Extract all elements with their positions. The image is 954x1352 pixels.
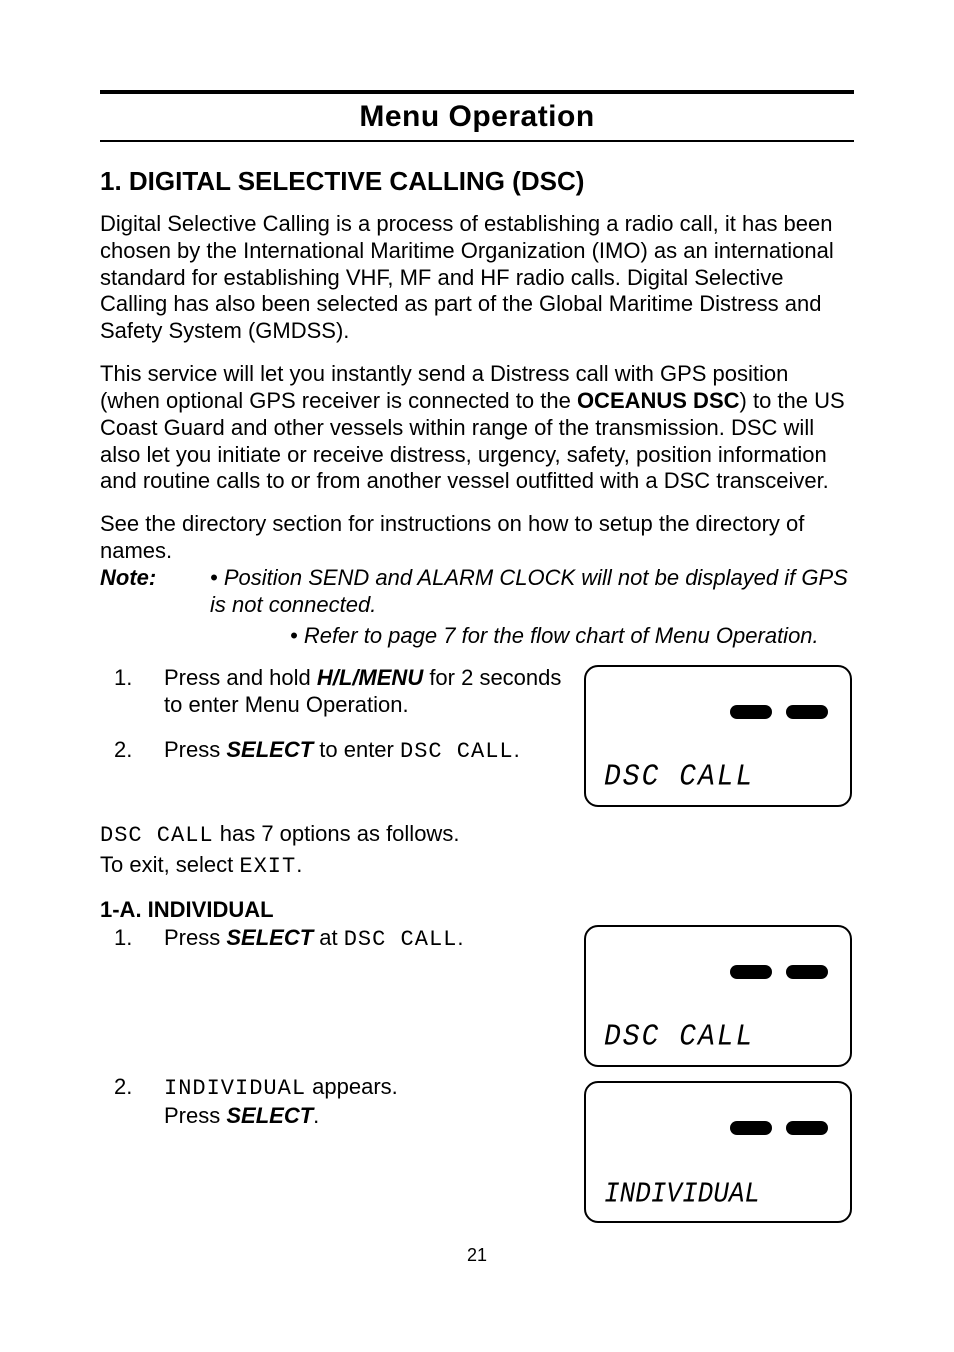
para2-bold-oceanus: OCEANUS DSC xyxy=(577,388,740,413)
lcd-display-1: DSC CALL xyxy=(584,665,852,807)
exit-lcd: EXIT xyxy=(239,854,296,879)
subhead-1a: 1-A. INDIVIDUAL xyxy=(100,897,854,923)
lcd-bars-icon xyxy=(730,965,828,979)
sa-step1-bold: SELECT xyxy=(226,925,313,950)
sa-step1-num: 1. xyxy=(100,925,164,954)
paragraph-3: See the directory section for instructio… xyxy=(100,511,854,565)
lcd-display-2: DSC CALL xyxy=(584,925,852,1067)
paragraph-1: Digital Selective Calling is a process o… xyxy=(100,211,854,345)
sa-step1-body: Press SELECT at DSC CALL. xyxy=(164,925,568,954)
paragraph-2: This service will let you instantly send… xyxy=(100,361,854,495)
sa-step-2: 2. INDIVIDUAL appears. Press SELECT. xyxy=(100,1074,568,1130)
note-body-2: • Refer to page 7 for the flow chart of … xyxy=(290,623,854,650)
note-row-1: Note: • Position SEND and ALARM CLOCK wi… xyxy=(100,565,854,619)
lcd-bar-icon xyxy=(730,965,772,979)
step-1-body: Press and hold H/L/MENU for 2 seconds to… xyxy=(164,665,568,719)
sa-step2-bold: SELECT xyxy=(226,1103,313,1128)
steps-block-1a-1: 1. Press SELECT at DSC CALL. 2. INDIVIDU… xyxy=(100,925,854,1237)
sa-step2-b: Press xyxy=(164,1103,226,1128)
step-1-num: 1. xyxy=(100,665,164,719)
lcd-bar-icon xyxy=(730,1121,772,1135)
sa-step1-a: Press xyxy=(164,925,226,950)
sa-step2-c: . xyxy=(313,1103,319,1128)
section-header-rule: Menu Operation xyxy=(100,90,854,142)
heading-dsc: 1. DIGITAL SELECTIVE CALLING (DSC) xyxy=(100,166,854,197)
lcd-bars-icon xyxy=(730,705,828,719)
note-label: Note: xyxy=(100,565,210,619)
page-number: 21 xyxy=(0,1245,954,1266)
lcd-text-2: DSC CALL xyxy=(604,1021,754,1055)
options-line: DSC CALL has 7 options as follows. xyxy=(100,821,854,850)
sa-step2-lcd: INDIVIDUAL xyxy=(164,1076,306,1101)
sa-step1-c: . xyxy=(457,925,463,950)
lcd-bar-icon xyxy=(730,705,772,719)
lcd-bars-icon xyxy=(730,1121,828,1135)
step-2: 2. Press SELECT to enter DSC CALL. xyxy=(100,737,568,766)
lcd-text-1: DSC CALL xyxy=(604,761,754,795)
exit-line: To exit, select EXIT. xyxy=(100,852,854,881)
lcd-display-3: INDIVIDUAL xyxy=(584,1081,852,1223)
lcd-text-3: INDIVIDUAL xyxy=(604,1178,760,1211)
step2-bold: SELECT xyxy=(226,737,313,762)
step-2-num: 2. xyxy=(100,737,164,766)
exit-a: To exit, select xyxy=(100,852,239,877)
lcd-bar-icon xyxy=(786,965,828,979)
note-body-1: • Position SEND and ALARM CLOCK will not… xyxy=(210,565,854,619)
lcd-bar-icon xyxy=(786,1121,828,1135)
options-lcd: DSC CALL xyxy=(100,823,214,848)
step-1: 1. Press and hold H/L/MENU for 2 seconds… xyxy=(100,665,568,719)
step-2-body: Press SELECT to enter DSC CALL. xyxy=(164,737,568,766)
step1-a: Press and hold xyxy=(164,665,317,690)
sa-step2-num: 2. xyxy=(100,1074,164,1130)
sa-step2-a: appears. xyxy=(306,1074,398,1099)
sa-step1-lcd: DSC CALL xyxy=(344,927,458,952)
sa-step2-body: INDIVIDUAL appears. Press SELECT. xyxy=(164,1074,568,1130)
steps-block-1: 1. Press and hold H/L/MENU for 2 seconds… xyxy=(100,665,854,821)
step2-lcd: DSC CALL xyxy=(400,739,514,764)
options-b: has 7 options as follows. xyxy=(214,821,460,846)
step1-bold: H/L/MENU xyxy=(317,665,423,690)
step2-c: . xyxy=(514,737,520,762)
step2-a: Press xyxy=(164,737,226,762)
exit-b: . xyxy=(296,852,302,877)
lcd-bar-icon xyxy=(786,705,828,719)
section-title: Menu Operation xyxy=(359,100,594,133)
sa-step-1: 1. Press SELECT at DSC CALL. xyxy=(100,925,568,954)
step2-b: to enter xyxy=(313,737,400,762)
sa-step1-b: at xyxy=(313,925,344,950)
